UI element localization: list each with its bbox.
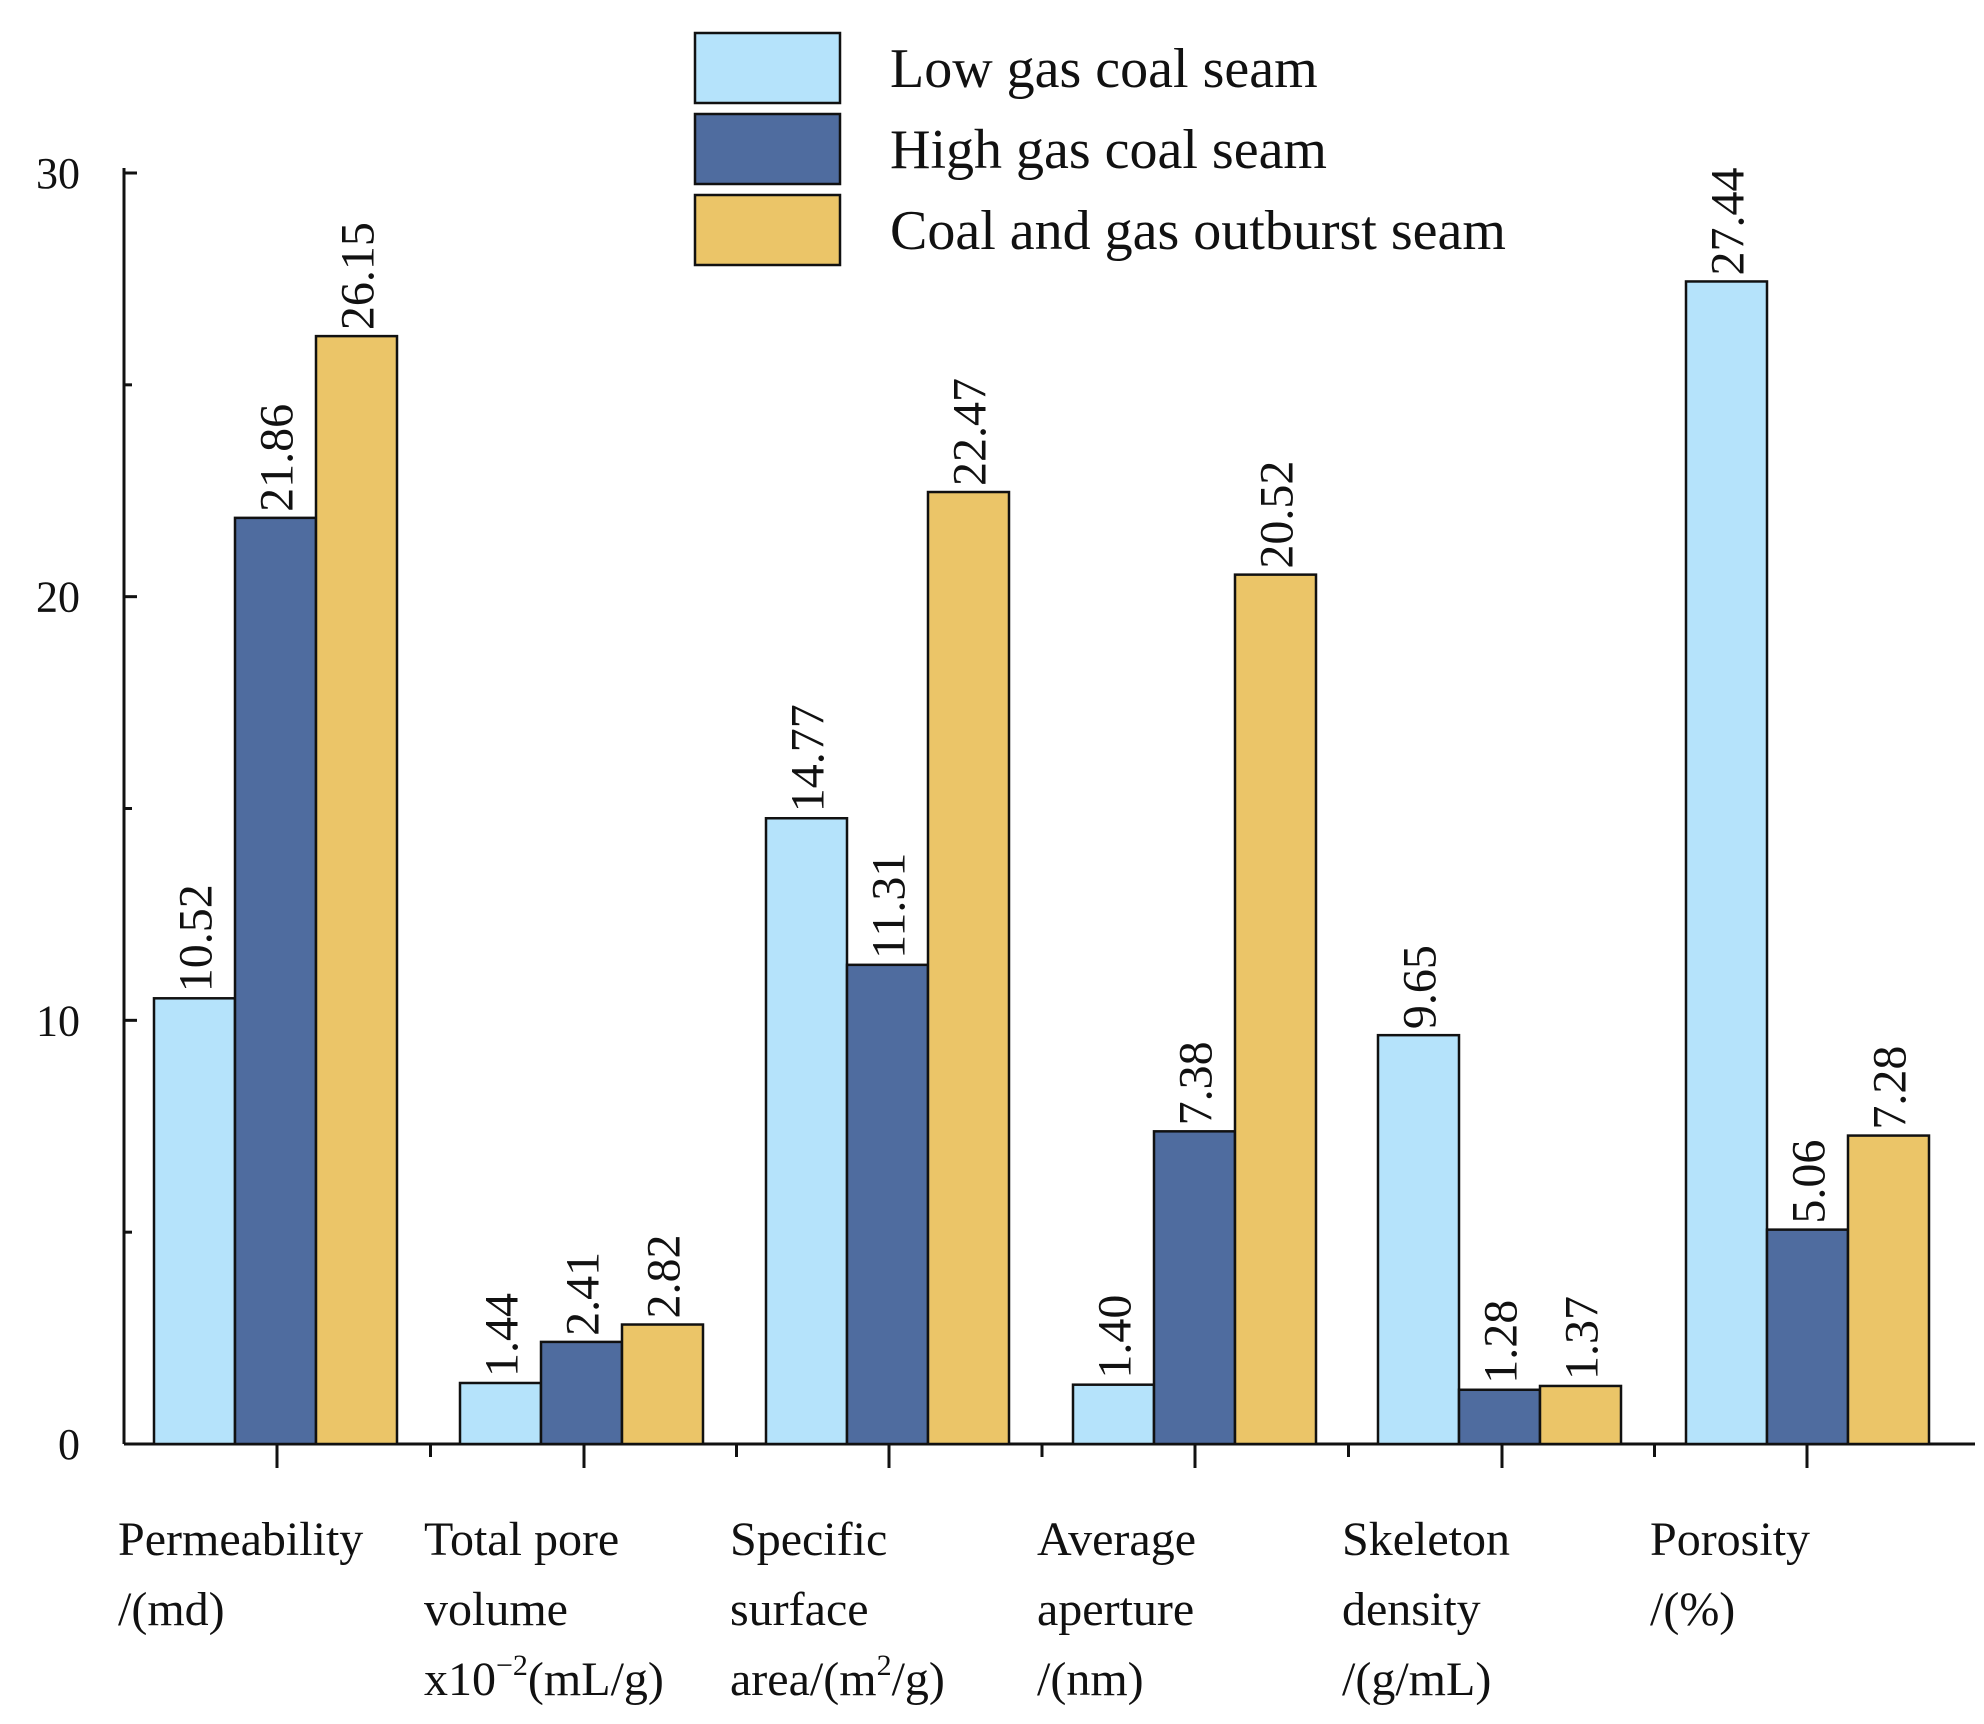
bar-value-label: 20.52 [1251, 461, 1304, 569]
bar-value-label: 1.44 [476, 1293, 529, 1377]
bar-value-label: 2.41 [557, 1252, 610, 1336]
value-labels: 10.52 1.44 14.77 1.40 9.65 27.44 21.86 2.41 11.3… [170, 167, 1917, 1383]
y-tick-label: 10 [36, 996, 80, 1045]
bar-value-label: 11.31 [863, 853, 916, 959]
x-category-label: Porosity/(%) [1650, 1513, 1810, 1636]
x-category-label: Total pore volume x10−2(mL/g) [424, 1513, 664, 1706]
x-category-label: Permeability/(md) [118, 1513, 363, 1636]
bar-value-label: 7.38 [1170, 1041, 1223, 1125]
x-category-labels: Permeability/(md) Total pore volume x10−2(m… [118, 1513, 1810, 1706]
bar-value-label: 27.44 [1702, 167, 1755, 275]
bar [233, 516, 318, 1446]
bar-value-label: 5.06 [1783, 1140, 1836, 1224]
bar [620, 1323, 705, 1446]
bar [1846, 1134, 1931, 1446]
bar-value-label: 9.65 [1394, 945, 1447, 1029]
bar-value-label: 7.28 [1864, 1046, 1917, 1130]
bar [152, 997, 237, 1446]
bars [152, 280, 1931, 1446]
bar [1233, 573, 1318, 1446]
legend-swatch [693, 112, 842, 186]
legend-label: Low gas coal seam [890, 38, 1318, 100]
bar [458, 1381, 543, 1446]
bar-value-label: 1.28 [1475, 1300, 1528, 1384]
bar [1376, 1033, 1461, 1446]
x-category-label: Average aperture/(nm) [1037, 1513, 1196, 1706]
bar [314, 334, 399, 1446]
legend: Low gas coal seam High gas coal seam Coal … [693, 31, 1506, 267]
bar [845, 963, 930, 1446]
y-tick-label: 30 [36, 149, 80, 198]
bar [1538, 1384, 1623, 1446]
bar-value-label: 21.86 [251, 404, 304, 512]
legend-label: High gas coal seam [890, 119, 1327, 181]
bar-value-label: 10.52 [170, 884, 223, 992]
legend-label: Coal and gas outburst seam [890, 200, 1506, 262]
legend-swatch [693, 193, 842, 267]
x-category-label: Skeleton density/(g/mL) [1342, 1513, 1510, 1706]
bar [539, 1340, 624, 1446]
y-tick-label: 0 [58, 1420, 80, 1469]
bar-value-label: 26.15 [332, 222, 385, 330]
bar-value-label: 1.37 [1556, 1296, 1609, 1380]
bar-value-label: 1.40 [1089, 1295, 1142, 1379]
bar [1071, 1383, 1156, 1446]
bar [1684, 280, 1769, 1446]
bar [926, 490, 1011, 1446]
bar [1457, 1388, 1542, 1446]
legend-swatch [693, 31, 842, 105]
bar [764, 816, 849, 1446]
y-tick-label: 20 [36, 573, 80, 622]
bar [1152, 1130, 1237, 1446]
x-category-label: Specific surface area/(m2/g) [730, 1513, 945, 1706]
axes: 0 10 20 30 [36, 149, 1975, 1469]
bar-value-label: 14.77 [782, 704, 835, 812]
bar-value-label: 2.82 [638, 1235, 691, 1319]
bar-value-label: 22.47 [944, 378, 997, 486]
bar [1765, 1228, 1850, 1446]
